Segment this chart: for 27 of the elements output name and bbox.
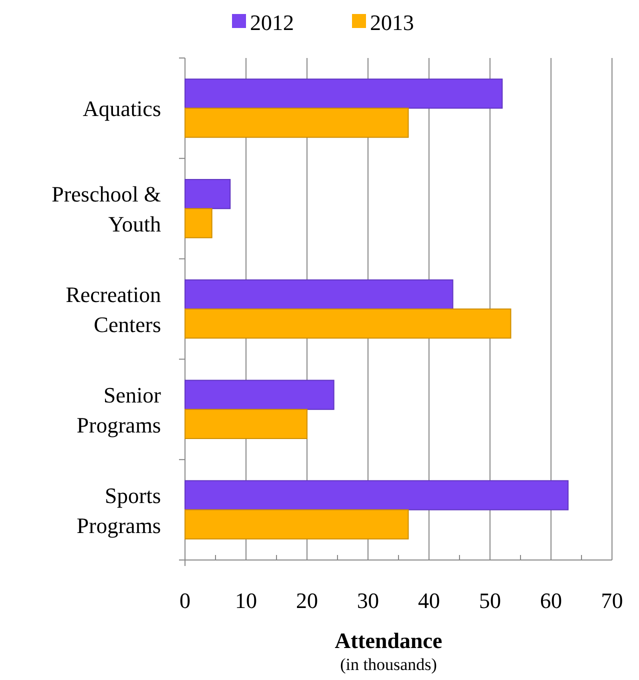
x-tick-label: 10 — [235, 588, 257, 613]
y-tick-label: Aquatics — [82, 96, 161, 122]
bar — [184, 108, 409, 138]
x-axis-title: Attendance — [334, 628, 442, 653]
y-tick-label: Preschool & Youth — [52, 182, 161, 237]
bar — [184, 308, 512, 339]
x-tick-label: 60 — [540, 588, 562, 613]
y-tick-label: Senior Programs — [76, 382, 162, 438]
legend-label: 2013 — [370, 10, 414, 35]
bar — [184, 78, 503, 109]
bar — [184, 208, 212, 238]
bar — [184, 380, 334, 410]
legend-label: 2012 — [250, 10, 294, 35]
bar — [184, 178, 231, 210]
y-tick-label: Recreation Centers — [66, 282, 161, 337]
bar — [184, 408, 308, 440]
bar — [184, 279, 454, 310]
bar — [184, 480, 569, 510]
y-tick-label: Sports Programs — [76, 482, 161, 538]
x-tick-label: 40 — [418, 588, 440, 613]
x-tick-label: 0 — [180, 588, 190, 613]
text: (in thousands) — [340, 655, 437, 674]
x-tick-label: 20 — [296, 588, 318, 613]
x-tick-label: 30 — [357, 588, 379, 613]
x-tick-label: 50 — [479, 588, 501, 613]
bar — [184, 509, 409, 540]
x-tick-label: 70 — [601, 588, 623, 613]
